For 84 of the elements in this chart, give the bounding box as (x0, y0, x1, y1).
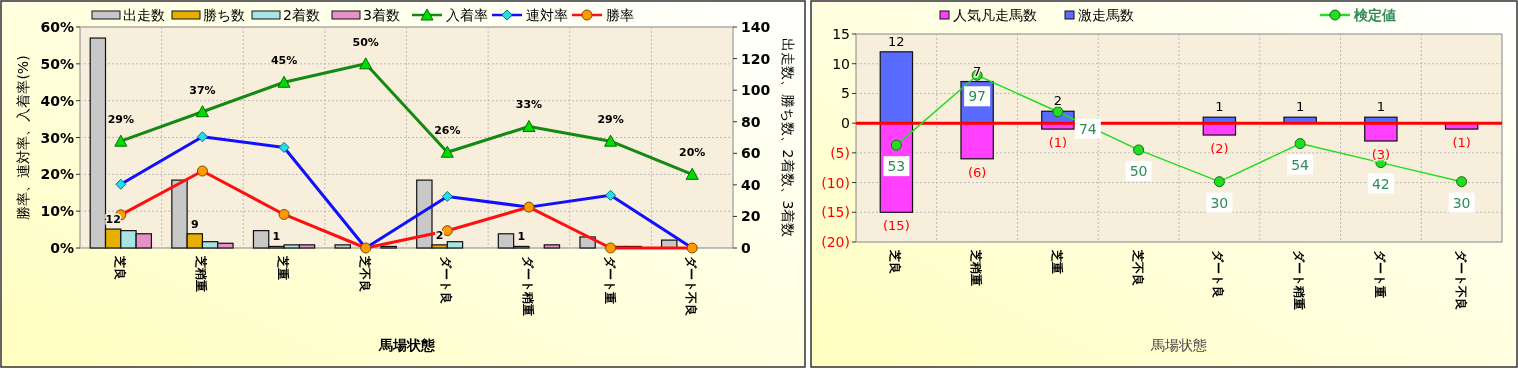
data-label: 9 (190, 217, 199, 231)
data-label: 45% (270, 54, 298, 68)
data-label: 53 (887, 158, 906, 175)
legend-label: 3着数 (363, 7, 400, 23)
data-label: 20% (679, 146, 706, 160)
x-tick-label: ダート不良 (1453, 250, 1468, 310)
data-label: 29% (107, 113, 134, 127)
y-tick-label: 10 (832, 55, 850, 72)
data-label: 37% (189, 83, 216, 97)
y-tick-label: 0% (50, 240, 74, 256)
data-label: 1 (1215, 99, 1224, 115)
data-label: (3) (1371, 146, 1391, 162)
y2-tick-label: 100 (741, 82, 771, 99)
x-tick-label: 芝不良 (357, 255, 372, 292)
legend-label: 勝率 (606, 7, 634, 23)
legend-label: 人気凡走馬数 (953, 7, 1037, 23)
x-tick-label: 芝重 (276, 255, 291, 280)
x-tick-label: ダート重 (1372, 250, 1387, 298)
data-label: 12 (888, 33, 905, 49)
legend-label: 激走馬数 (1078, 7, 1134, 23)
legend-label: 検定値 (1353, 7, 1396, 23)
legend-label: 勝ち数 (203, 7, 245, 23)
x-tick-label: ダート良 (1211, 250, 1226, 298)
legend-label: 連対率 (526, 7, 568, 23)
data-label: 50 (1129, 162, 1148, 179)
x-tick-label: ダート稍重 (520, 256, 535, 316)
data-label: 42 (1371, 175, 1390, 192)
x-tick-label: 芝良 (888, 249, 903, 274)
data-label: 29% (597, 113, 624, 127)
y-tick-label: 5 (841, 85, 850, 102)
x-tick-label: ダート重 (602, 256, 617, 304)
x-tick-label: 芝稍重 (194, 255, 209, 292)
data-label: (15) (883, 218, 910, 234)
data-label: (1) (1452, 135, 1471, 151)
x-tick-label: 芝良 (112, 255, 127, 280)
y-tick-label: (10) (821, 174, 850, 191)
x-tick-label: 芝稍重 (969, 249, 984, 286)
data-label: 97 (968, 88, 987, 105)
data-label: (2) (1210, 141, 1229, 157)
y-tick-label: 15 (832, 26, 850, 42)
y2-tick-label: 20 (741, 208, 761, 225)
data-label: (6) (967, 164, 987, 180)
data-label: 1 (517, 230, 526, 244)
data-label: 1 (272, 230, 281, 244)
x-tick-label: 芝不良 (1130, 249, 1145, 286)
y-tick-label: 60% (40, 19, 74, 35)
data-label: 30 (1210, 194, 1229, 211)
y-tick-label: (20) (821, 234, 850, 250)
data-label: 12 (105, 213, 121, 227)
y2-tick-label: 120 (741, 50, 771, 67)
y-tick-label: 30% (40, 129, 74, 146)
x-tick-label: ダート良 (439, 256, 454, 304)
data-label: 33% (515, 98, 543, 112)
y-tick-label: 40% (40, 92, 74, 109)
y-tick-label: 10% (40, 203, 74, 220)
legend-label: 入着率 (446, 7, 488, 23)
data-label: 30 (1452, 194, 1471, 211)
data-label: 1 (1376, 99, 1386, 115)
data-label: 1 (1295, 99, 1305, 115)
data-label: 50% (352, 35, 379, 49)
y-tick-label: 20% (40, 166, 74, 183)
y-tick-label: (15) (821, 204, 850, 221)
x-axis-title: 馬場状態 (377, 337, 436, 353)
x-tick-label: ダート稍重 (1292, 250, 1307, 310)
y2-tick-label: 80 (741, 113, 761, 130)
x-axis-title: 馬場状態 (1150, 337, 1207, 353)
y2-tick-label: 40 (741, 176, 761, 193)
x-tick-label: 芝重 (1049, 249, 1064, 274)
data-label: 2 (1053, 93, 1063, 109)
y2-tick-label: 0 (741, 240, 751, 256)
x-tick-label: ダート不良 (684, 256, 699, 316)
y-axis-title: 勝率、連対率、入着率(%) (15, 55, 31, 220)
data-label: 26% (434, 124, 461, 138)
legend-label: 出走数 (123, 7, 165, 23)
y-tick-label: 50% (40, 55, 74, 72)
y-tick-label: (5) (830, 144, 850, 161)
y2-axis-title: 出走数、勝ち数、2着数、3着数 (780, 37, 796, 238)
data-label: 54 (1291, 156, 1310, 173)
y2-tick-label: 60 (741, 145, 761, 162)
legend-label: 2着数 (283, 7, 320, 23)
data-label: 74 (1078, 120, 1097, 137)
y2-tick-label: 140 (741, 19, 771, 35)
y-tick-label: 0 (841, 115, 850, 132)
data-label: (1) (1048, 135, 1068, 151)
